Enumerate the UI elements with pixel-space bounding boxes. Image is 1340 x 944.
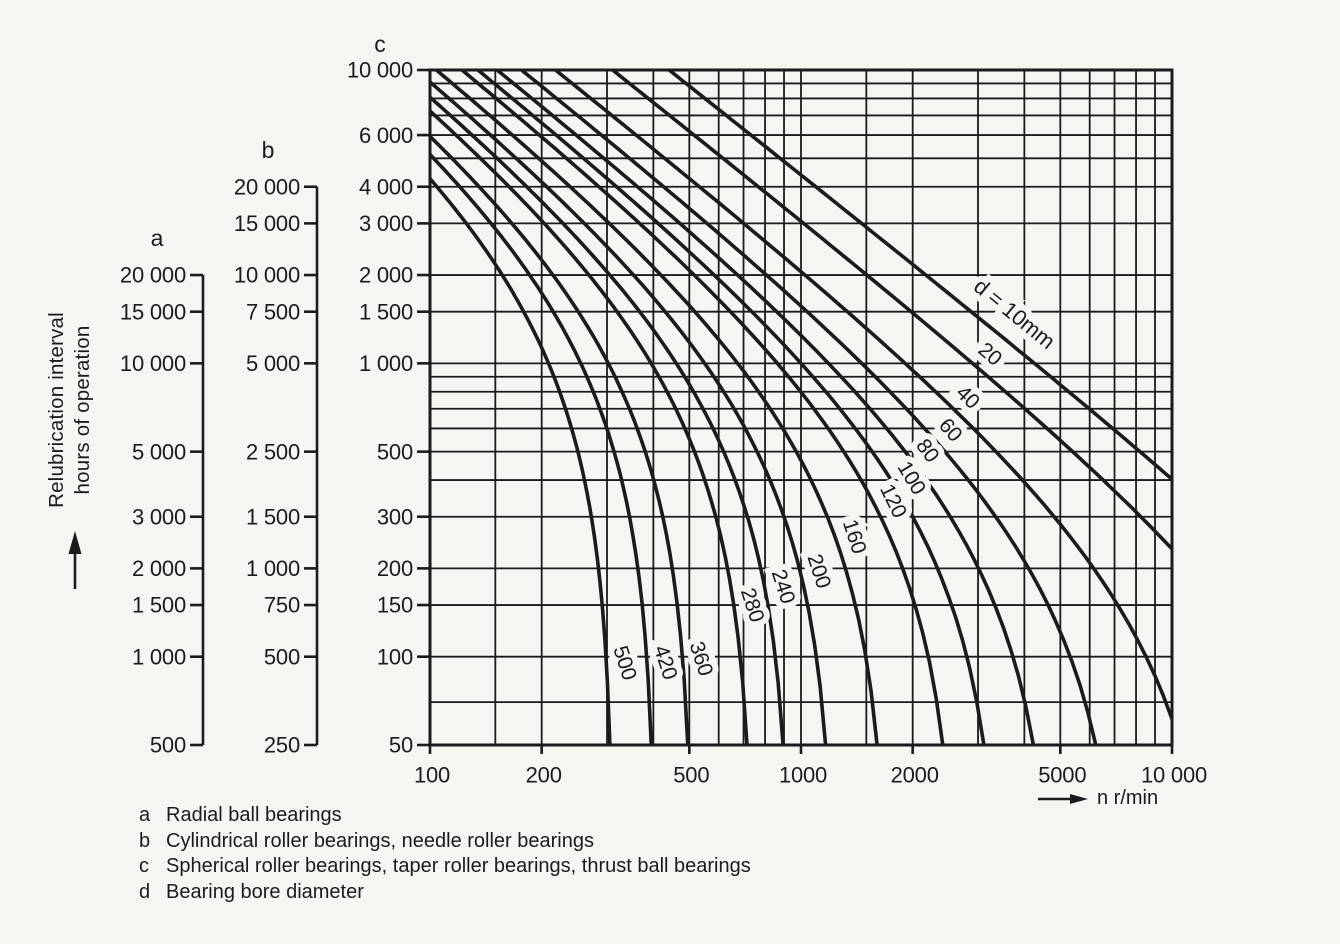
scale-c-tick-label-200: 200 xyxy=(377,556,413,581)
scale-a-tick-label-500: 500 xyxy=(150,733,186,758)
scale-a-tick-label-15000: 15 000 xyxy=(120,299,186,324)
curve-d-80 xyxy=(495,68,1036,746)
scale-a-header: a xyxy=(150,225,164,251)
scale-a-tick-label-5000: 5 000 xyxy=(132,439,186,464)
curve-d-280 xyxy=(428,109,749,746)
scale-c-tick-label-500: 500 xyxy=(377,439,413,464)
x-tick-label-100: 100 xyxy=(414,763,450,788)
scale-c-tick-label-3000: 3 000 xyxy=(359,211,413,236)
scale-c-tick-label-150: 150 xyxy=(377,593,413,618)
legend-key: d xyxy=(139,880,151,903)
scale-c-tick-label-10000: 10 000 xyxy=(347,58,413,83)
y-axis-title-line2: hours of operation xyxy=(71,325,94,495)
curve-d-500 xyxy=(428,177,612,746)
legend-key: a xyxy=(139,804,151,826)
right-arrow-icon xyxy=(1038,793,1088,804)
curve-d-100 xyxy=(476,68,986,746)
legend-item-c: c Spherical roller bearings, taper roller… xyxy=(139,854,751,880)
scale-a-tick-label-10000: 10 000 xyxy=(120,351,186,376)
legend-key: c xyxy=(139,855,149,878)
y-axis-title: Relubrication interval hours of operatio… xyxy=(44,289,98,531)
scale-c-tick-label-50: 50 xyxy=(389,733,413,758)
y-axis-title-line1: Relubrication interval xyxy=(45,312,68,508)
scale-b-tick-label-7500: 7 500 xyxy=(246,299,300,324)
scale-b-tick-label-15000: 15 000 xyxy=(234,211,300,236)
scale-a-tick-label-20000: 20 000 xyxy=(120,263,186,288)
scale-c-tick-label-100: 100 xyxy=(377,644,413,669)
legend-text: Bearing bore diameter xyxy=(166,880,364,903)
legend-text: Cylindrical roller bearings, needle roll… xyxy=(166,829,594,852)
scale-c-header: c xyxy=(374,31,386,57)
curve-label-d-240: 240 xyxy=(767,567,800,607)
scale-c-tick-label-1000: 1 000 xyxy=(359,351,413,376)
scale-b-tick-label-1000: 1 000 xyxy=(246,556,300,581)
curve-label-d-10: d = 10mm xyxy=(969,273,1060,354)
scale-a-tick-label-1500: 1 500 xyxy=(132,593,186,618)
scale-c-tick-label-300: 300 xyxy=(377,504,413,529)
x-tick-label-200: 200 xyxy=(526,763,562,788)
legend-item-b: b Cylindrical roller bearings, needle rol… xyxy=(139,829,751,855)
scale-c-tick-label-2000: 2 000 xyxy=(359,263,413,288)
legend-item-d: d Bearing bore diameter xyxy=(139,880,751,906)
x-axis-unit-label: n r/min xyxy=(1097,787,1159,809)
scale-a-tick-label-3000: 3 000 xyxy=(132,504,186,529)
scale-a-tick-label-1000: 1 000 xyxy=(132,644,186,669)
scale-b-tick-label-250: 250 xyxy=(264,733,300,758)
scale-b-header: b xyxy=(261,137,275,163)
scale-a-tick-label-2000: 2 000 xyxy=(132,556,186,581)
scale-c-tick-label-4000: 4 000 xyxy=(359,174,413,199)
curve-d-60 xyxy=(520,68,1098,746)
legend-text: Spherical roller bearings, taper roller … xyxy=(166,855,751,878)
scale-c-tick-label-6000: 6 000 xyxy=(359,123,413,148)
curve-d-40 xyxy=(554,68,1174,720)
curve-d-160 xyxy=(435,68,879,746)
legend-item-a: a Radial ball bearings xyxy=(139,803,751,829)
curve-d-10 xyxy=(667,68,1174,481)
curve-d-200 xyxy=(428,80,828,746)
x-tick-label-5000: 5000 xyxy=(1038,763,1086,788)
legend-text: Radial ball bearings xyxy=(166,804,342,826)
legend: a Radial ball bearings b Cylindrical roller… xyxy=(139,803,751,905)
scale-b-tick-label-20000: 20 000 xyxy=(234,174,300,199)
curve-label-d-500: 500 xyxy=(608,643,641,683)
curve-d-360 xyxy=(428,135,690,746)
scale-c-tick-label-1500: 1 500 xyxy=(359,299,413,324)
curve-d-20 xyxy=(611,68,1174,551)
curve-d-240 xyxy=(428,95,785,746)
x-tick-label-10000: 10 000 xyxy=(1141,763,1207,788)
curve-d-420 xyxy=(428,153,654,746)
scale-b-tick-label-2500: 2 500 xyxy=(246,439,300,464)
curve-d-120 xyxy=(460,68,945,746)
x-tick-label-500: 500 xyxy=(673,763,709,788)
scale-b-tick-label-500: 500 xyxy=(264,644,300,669)
scale-b-tick-label-1500: 1 500 xyxy=(246,504,300,529)
x-axis-unit: n r/min xyxy=(1036,787,1158,810)
x-tick-label-2000: 2000 xyxy=(891,763,939,788)
scale-b-tick-label-5000: 5 000 xyxy=(246,351,300,376)
scale-b-tick-label-10000: 10 000 xyxy=(234,263,300,288)
scale-b-tick-label-750: 750 xyxy=(264,593,300,618)
legend-key: b xyxy=(139,829,151,852)
up-arrow-icon xyxy=(68,531,82,589)
curve-label-d-200: 200 xyxy=(803,551,836,591)
x-tick-label-1000: 1000 xyxy=(779,763,827,788)
